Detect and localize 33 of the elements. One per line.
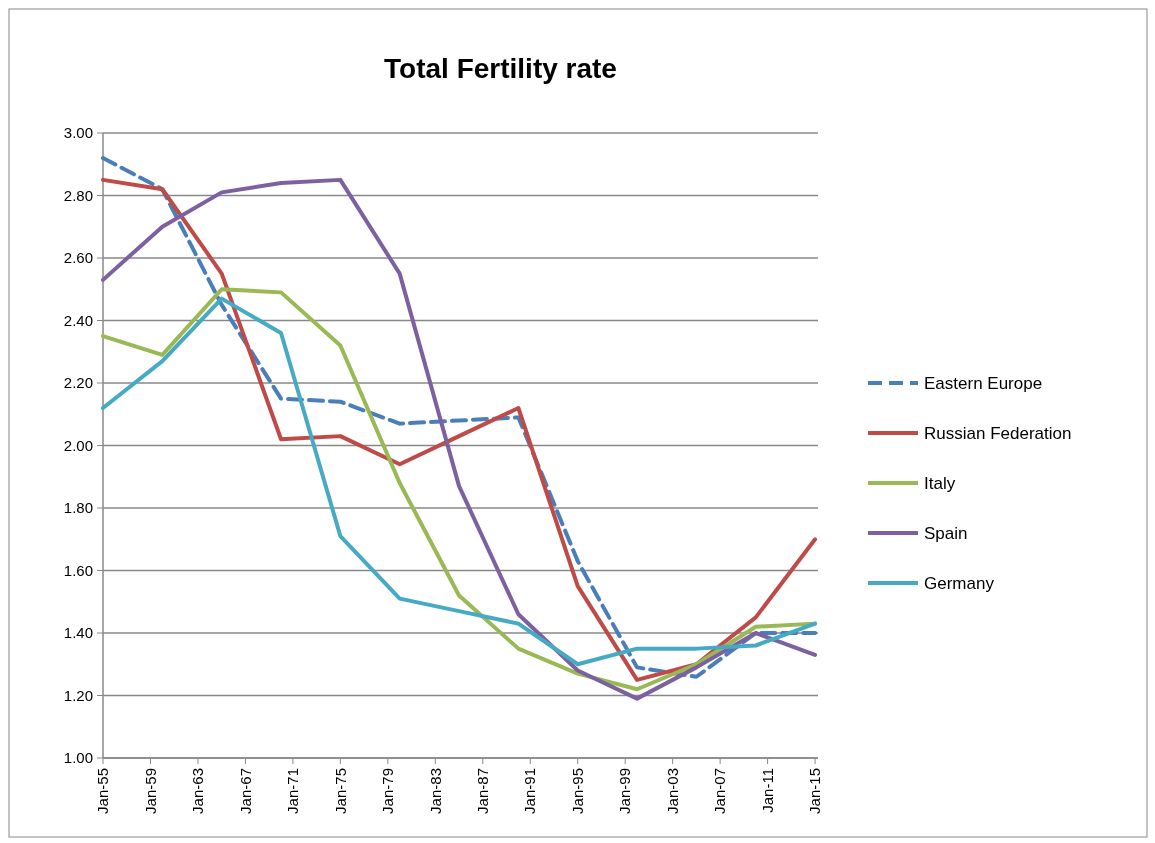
x-tick-label: Jan-71 — [284, 768, 302, 814]
x-tick-label: Jan-03 — [663, 768, 681, 814]
y-tick-label: 2.40 — [63, 311, 93, 329]
x-tick-label: Jan-67 — [236, 768, 254, 814]
legend-label: Spain — [924, 523, 968, 543]
x-tick-label: Jan-99 — [616, 768, 634, 814]
x-tick-label: Jan-07 — [711, 768, 729, 814]
x-tick-label: Jan-83 — [426, 768, 444, 814]
x-tick-label: Jan-55 — [94, 768, 112, 814]
legend-label: Italy — [924, 473, 956, 493]
y-tick-label: 1.60 — [63, 561, 93, 579]
y-tick-label: 1.40 — [63, 624, 93, 642]
y-tick-label: 2.60 — [63, 249, 93, 267]
y-tick-label: 1.00 — [63, 749, 93, 767]
x-tick-label: Jan-87 — [474, 768, 492, 814]
legend-label: Russian Federation — [924, 423, 1072, 443]
x-tick-label: Jan-15 — [806, 768, 824, 814]
chart-title: Total Fertility rate — [384, 53, 617, 84]
y-tick-label: 2.80 — [63, 186, 93, 204]
x-tick-label: Jan-59 — [141, 768, 159, 814]
y-tick-label: 2.00 — [63, 436, 93, 454]
y-tick-label: 1.20 — [63, 686, 93, 704]
legend-label: Eastern Europe — [924, 373, 1043, 393]
y-tick-label: 1.80 — [63, 499, 93, 517]
y-tick-label: 2.20 — [63, 374, 93, 392]
x-tick-label: Jan-63 — [189, 768, 207, 814]
x-tick-label: Jan-95 — [568, 768, 586, 814]
x-tick-label: Jan-79 — [379, 768, 397, 814]
x-tick-label: Jan-91 — [521, 768, 539, 814]
x-tick-label: Jan-11 — [758, 768, 776, 813]
legend-label: Germany — [924, 573, 995, 593]
x-tick-label: Jan-75 — [331, 768, 349, 814]
y-tick-label: 3.00 — [63, 124, 93, 142]
